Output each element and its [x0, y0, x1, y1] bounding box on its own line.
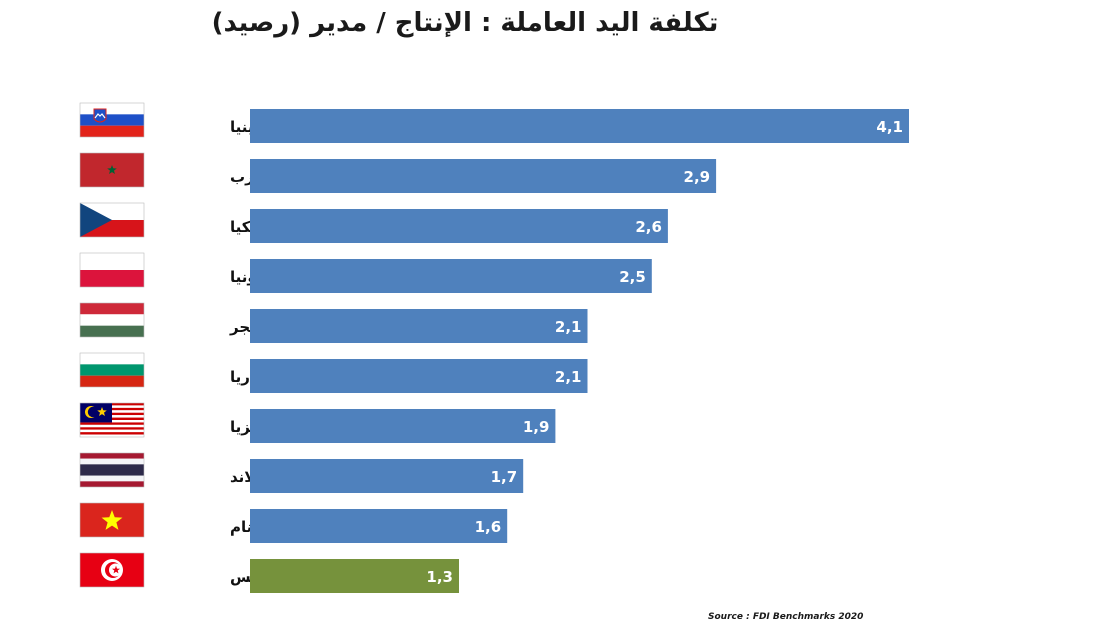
poland-flag-icon	[79, 252, 145, 288]
bar	[250, 359, 588, 393]
bar	[250, 509, 508, 543]
hungary-flag-icon	[79, 302, 145, 338]
bar	[250, 409, 556, 443]
value-label: 2,6	[635, 218, 662, 236]
source-note: Source : FDI Benchmarks 2020	[708, 612, 864, 622]
bar	[250, 159, 717, 193]
value-label: 2,1	[555, 318, 582, 336]
value-label: 2,9	[684, 168, 711, 186]
value-label: 1,7	[491, 468, 518, 486]
malaysia-flag-icon	[79, 402, 145, 438]
slovenia-flag-icon	[79, 102, 145, 138]
vietnam-flag-icon	[79, 502, 145, 538]
chart-title: تكلفة اليد العاملة : الإنتاج / مدير (رصي…	[211, 8, 719, 38]
czechia-flag-icon	[79, 202, 145, 238]
tunisia-flag-icon	[79, 552, 145, 588]
bar	[250, 309, 588, 343]
bar	[250, 459, 524, 493]
value-label: 1,9	[523, 418, 550, 436]
value-label: 4,1	[876, 118, 903, 136]
bulgaria-flag-icon	[79, 352, 145, 388]
value-label: 2,1	[555, 368, 582, 386]
highlighted-bar	[250, 559, 459, 593]
bar	[250, 109, 909, 143]
bar	[250, 259, 652, 293]
bar	[250, 209, 668, 243]
value-label: 1,3	[426, 568, 453, 586]
value-label: 1,6	[475, 518, 502, 536]
morocco-flag-icon	[79, 152, 145, 188]
value-label: 2,5	[619, 268, 646, 286]
thailand-flag-icon	[79, 452, 145, 488]
